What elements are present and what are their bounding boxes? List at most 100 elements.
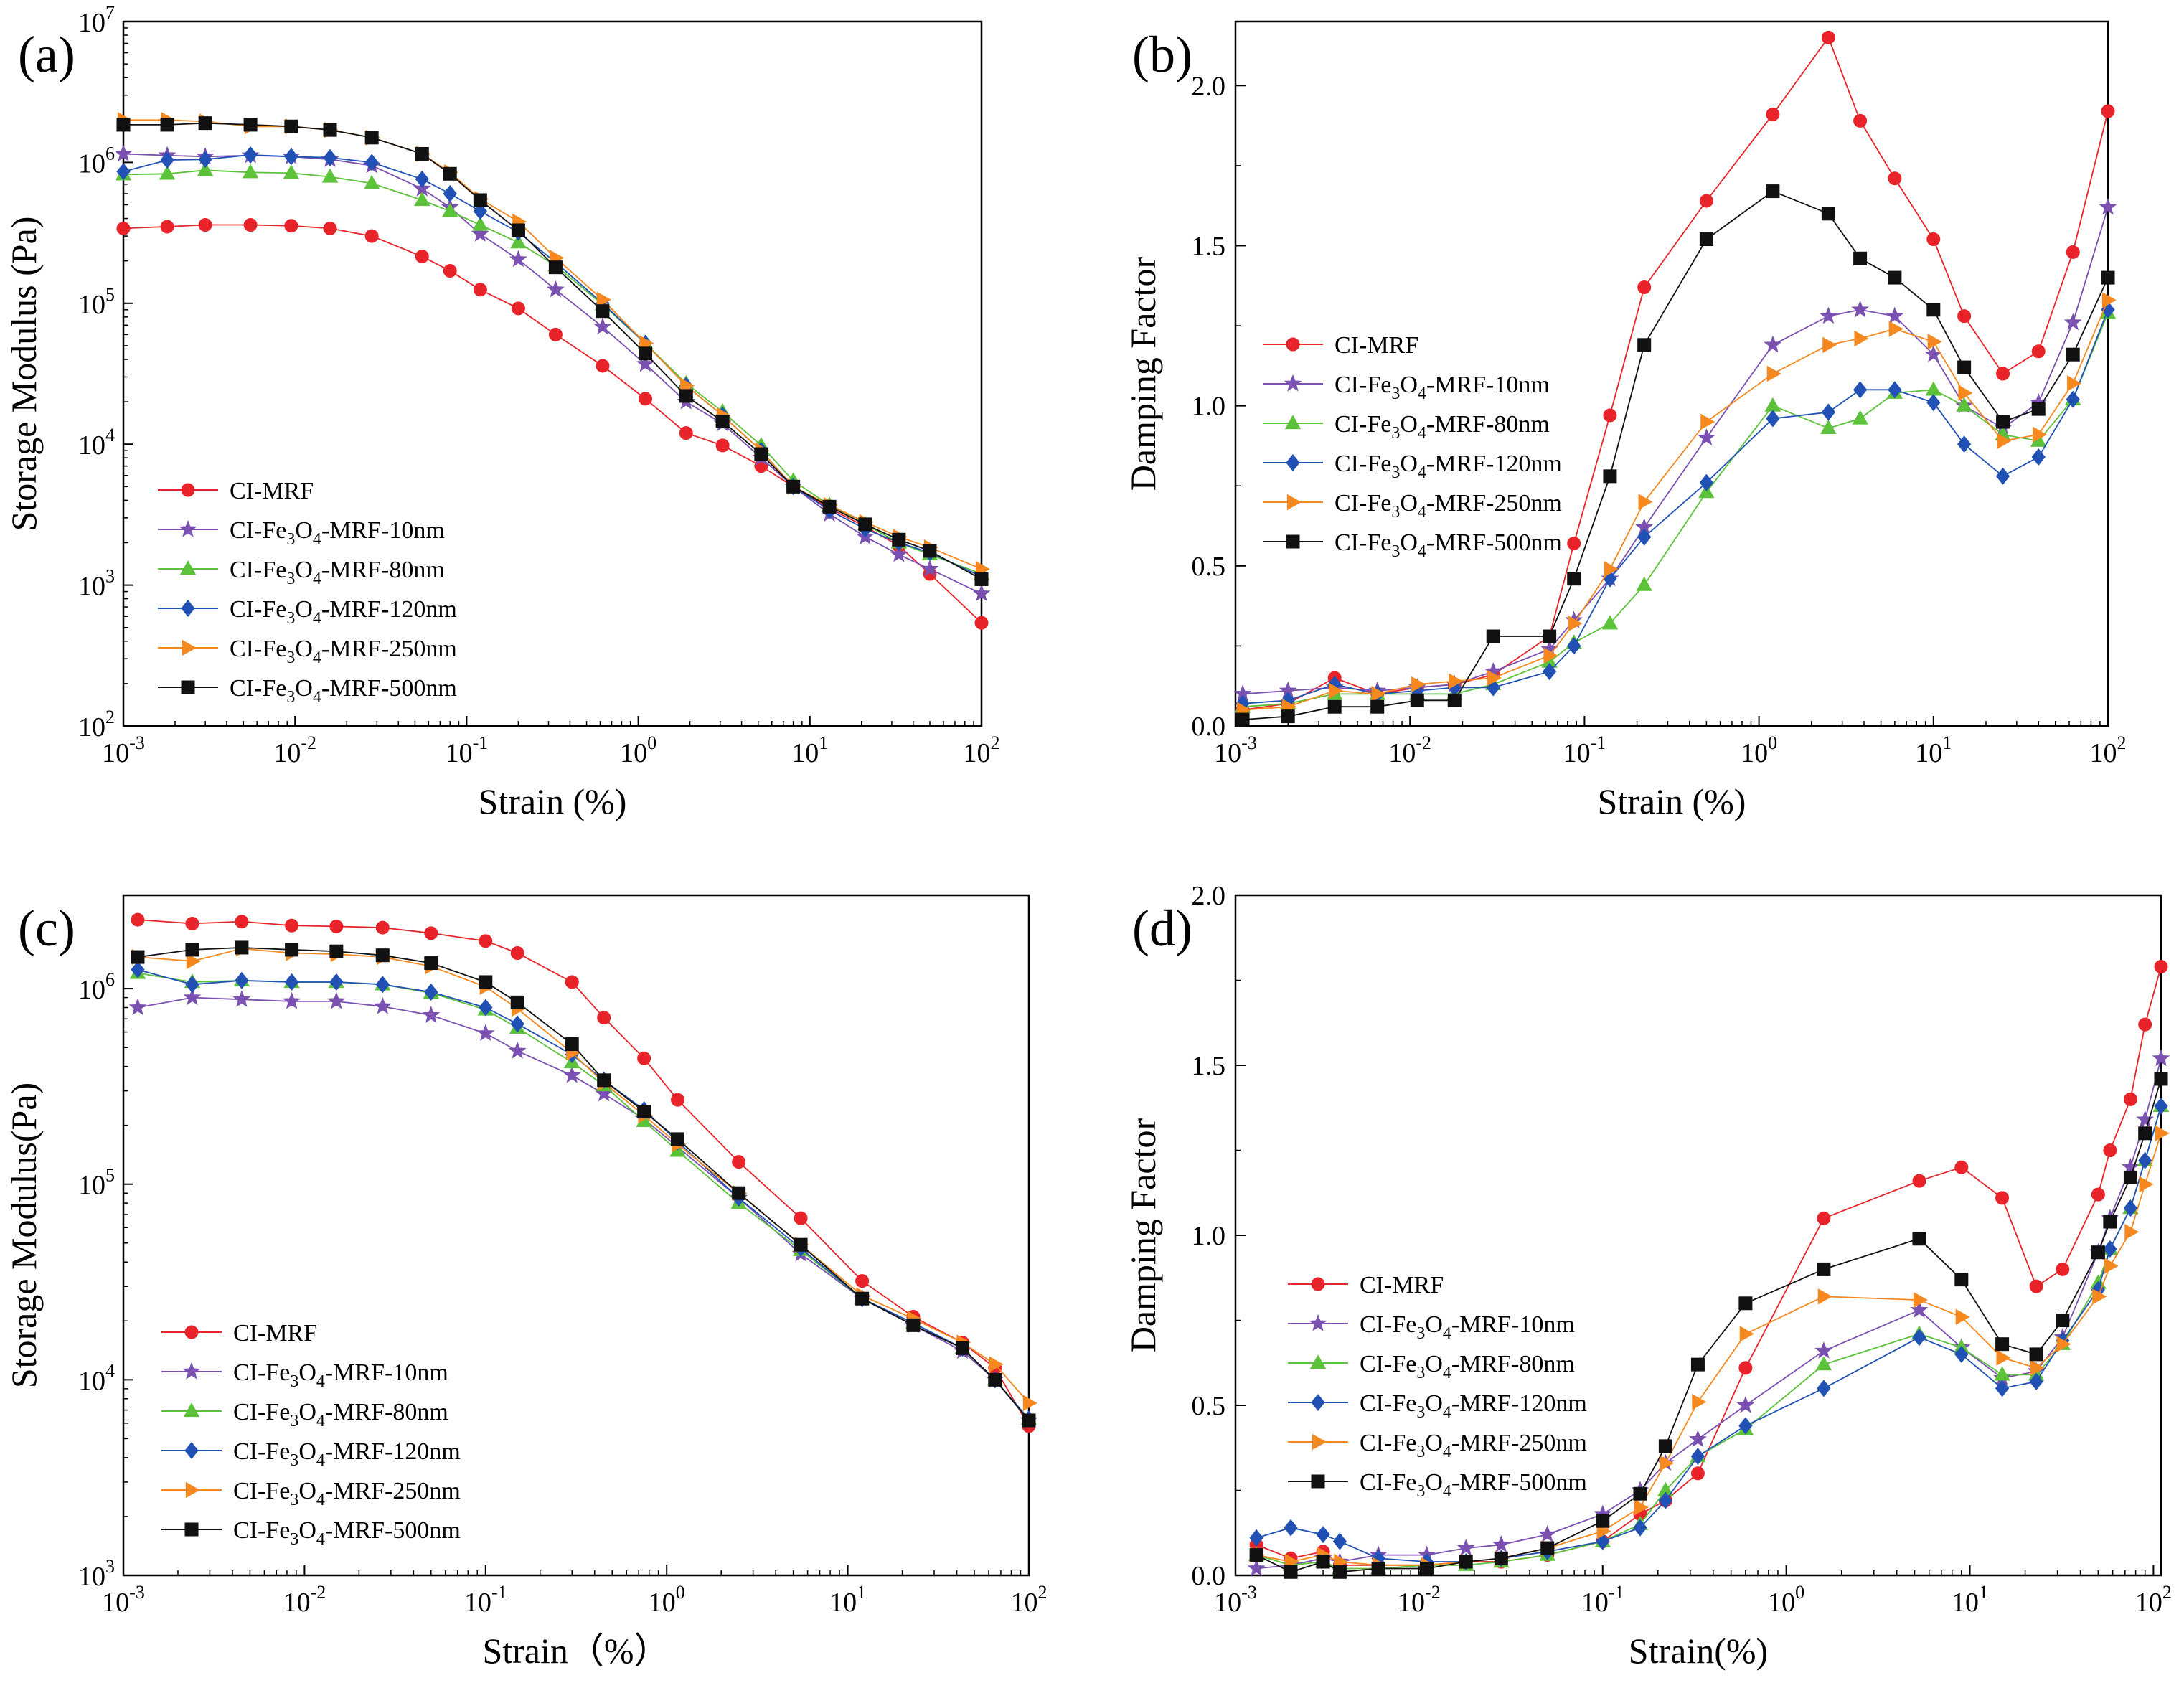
data-point <box>197 161 214 176</box>
data-point <box>636 354 654 372</box>
data-point <box>2067 375 2082 392</box>
data-point <box>2123 1092 2137 1106</box>
data-point <box>923 544 937 558</box>
data-point <box>1447 693 1462 707</box>
data-point <box>511 301 525 316</box>
legend-marker <box>1311 1474 1325 1489</box>
data-point <box>1852 410 1868 425</box>
data-point <box>1764 335 1782 353</box>
data-point <box>424 926 438 940</box>
legend-label: CI-Fe3O4-MRF-250nm <box>1360 1430 1587 1461</box>
x-tick-label: 102 <box>2090 732 2127 768</box>
data-point <box>1690 1466 1705 1481</box>
legend-label: CI-Fe3O4-MRF-80nm <box>1360 1351 1575 1382</box>
data-point <box>285 918 299 933</box>
data-point <box>1926 232 1941 247</box>
data-point <box>2092 1288 2107 1305</box>
data-point <box>1690 1448 1705 1466</box>
y-tick-label: 102 <box>78 707 115 742</box>
data-point <box>284 148 298 166</box>
data-point <box>321 168 339 183</box>
y-axis-title: Damping Factor <box>1123 1118 1163 1352</box>
x-tick-label: 100 <box>1768 1582 1804 1618</box>
y-tick-label: 104 <box>78 425 115 461</box>
data-point <box>1494 1551 1508 1565</box>
series-CI-MRF <box>131 912 1036 1433</box>
data-point <box>243 146 258 164</box>
data-point <box>1926 303 1941 317</box>
series-line <box>1243 309 2109 704</box>
data-point <box>285 943 299 957</box>
data-point <box>1567 572 1581 586</box>
x-tick-label: 100 <box>1741 732 1777 768</box>
y-tick-label: 106 <box>78 143 115 179</box>
data-point <box>1954 1273 1969 1287</box>
data-point <box>1819 306 1837 324</box>
data-point <box>1634 1499 1649 1516</box>
data-point <box>198 116 212 131</box>
data-point <box>2103 1240 2117 1258</box>
data-point <box>1817 1380 1831 1397</box>
data-point <box>855 1291 870 1306</box>
series-line <box>1243 312 2109 708</box>
data-point <box>596 304 610 319</box>
data-point <box>1822 336 1837 354</box>
data-point <box>732 1186 746 1200</box>
panel-label: (b) <box>1132 26 1192 83</box>
data-point <box>511 223 525 237</box>
data-point <box>1700 413 1715 430</box>
data-point <box>2031 344 2046 359</box>
data-point <box>2104 1258 2119 1274</box>
data-point <box>1996 367 2010 381</box>
data-point <box>1329 682 1344 699</box>
data-point <box>1660 1455 1675 1471</box>
data-point <box>1996 1349 2011 1366</box>
x-tick-label: 10-3 <box>102 1582 145 1618</box>
data-point <box>1235 712 1250 727</box>
y-tick-label: 106 <box>78 969 115 1005</box>
legend-label: CI-Fe3O4-MRF-500nm <box>1360 1469 1587 1501</box>
data-point <box>1764 397 1781 412</box>
data-point <box>1738 1417 1753 1435</box>
data-point <box>473 202 487 220</box>
data-point <box>1542 663 1557 681</box>
data-point <box>596 291 611 308</box>
series-line <box>137 919 1030 1427</box>
data-point <box>1766 184 1780 199</box>
data-point <box>327 991 346 1009</box>
data-point <box>2152 1049 2170 1067</box>
chart-panel-3: 10-3 10-2 10-1 100 101 102 103 104 105 106 Strain（… <box>4 894 1048 1671</box>
y-tick-label: 1.0 <box>1192 1221 1226 1251</box>
data-point <box>232 990 251 1007</box>
data-point <box>509 250 527 268</box>
x-tick-label: 10-1 <box>1563 732 1606 768</box>
data-point <box>2031 448 2046 466</box>
data-point <box>1638 494 1653 510</box>
data-point <box>1690 1357 1705 1372</box>
data-point <box>443 184 457 203</box>
data-point <box>116 221 131 235</box>
data-point <box>2099 197 2117 215</box>
data-point <box>921 560 939 577</box>
legend: CI-MRF CI-Fe3O4-MRF-10nm CI-Fe3O4-MRF-80nm… <box>161 1320 461 1549</box>
legend-label: CI-Fe3O4-MRF-120nm <box>233 1438 461 1470</box>
data-point <box>2123 1199 2138 1217</box>
legend-marker <box>184 1522 199 1537</box>
data-point <box>1817 1262 1831 1276</box>
data-point <box>116 163 131 181</box>
data-point <box>2029 1279 2043 1293</box>
data-point <box>1249 1548 1263 1562</box>
data-point <box>443 264 457 278</box>
data-point <box>414 192 430 207</box>
data-point <box>323 221 337 235</box>
data-point <box>2154 1072 2168 1086</box>
data-point <box>1853 251 1868 265</box>
data-point <box>2066 390 2080 408</box>
data-point <box>1736 1395 1755 1413</box>
data-point <box>364 131 379 145</box>
data-point <box>375 948 390 963</box>
data-point <box>284 119 298 133</box>
data-point <box>2138 1126 2152 1141</box>
data-point <box>892 532 906 547</box>
data-point <box>637 1105 651 1119</box>
